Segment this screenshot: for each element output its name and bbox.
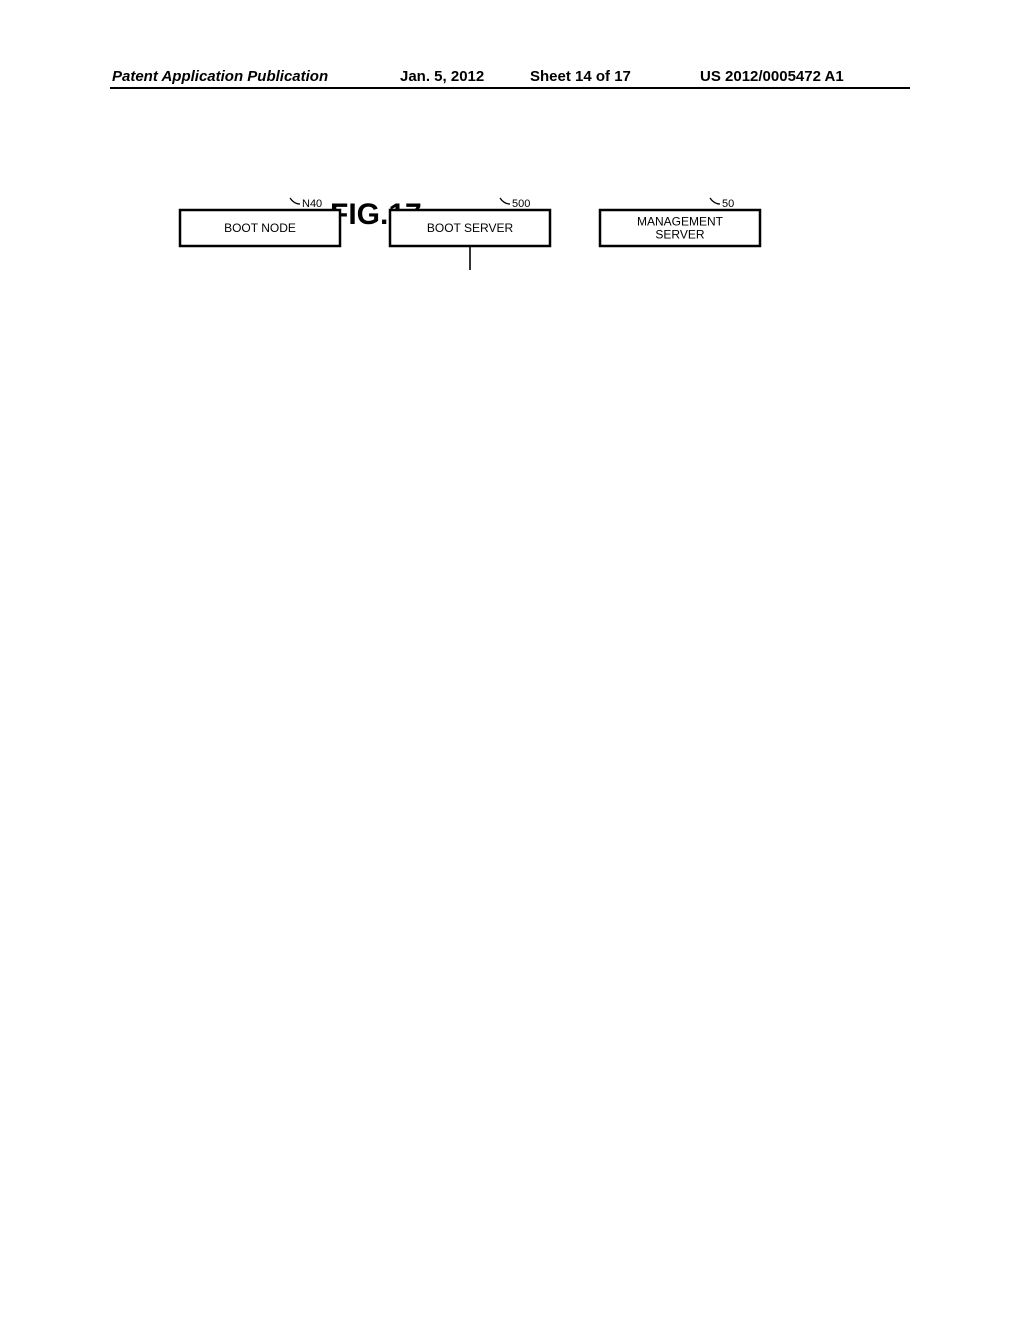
header-sheet: Sheet 14 of 17	[530, 68, 631, 85]
svg-text:BOOT NODE: BOOT NODE	[224, 221, 296, 235]
page: Patent Application Publication Jan. 5, 2…	[0, 0, 1024, 1320]
header-date: Jan. 5, 2012	[400, 68, 484, 85]
svg-text:50: 50	[722, 198, 734, 210]
svg-text:N40: N40	[302, 198, 322, 210]
svg-text:500: 500	[512, 198, 530, 210]
flowchart: N40BOOT NODE500BOOT SERVER50MANAGEMENTSE…	[160, 190, 800, 1215]
header-rule	[110, 87, 910, 89]
header-pubnum: US 2012/0005472 A1	[700, 68, 844, 85]
svg-text:BOOT SERVER: BOOT SERVER	[427, 221, 514, 235]
header-left: Patent Application Publication	[112, 68, 328, 85]
